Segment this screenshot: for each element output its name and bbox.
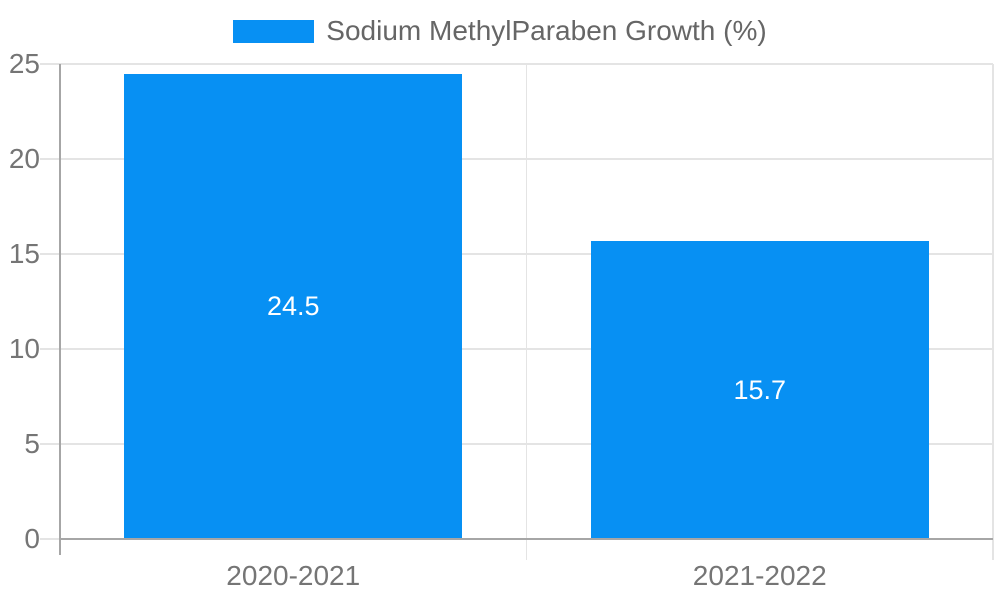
gridline-y-10: [40, 348, 993, 350]
tick-y-0: [40, 538, 60, 540]
category-separator: [525, 64, 528, 560]
gridline-y-20: [40, 158, 993, 160]
y-tick-label: 15: [8, 238, 40, 269]
y-tick-label: 0: [24, 523, 40, 554]
y-axis-line: [58, 64, 61, 555]
x-axis-line: [58, 538, 993, 540]
x-tick-label: 2020-2021: [226, 560, 361, 591]
bar-value-label: 15.7: [733, 374, 787, 405]
category-separator: [992, 64, 994, 560]
legend-swatch: [233, 19, 315, 43]
gridline-y-25: [40, 63, 993, 65]
gridline-y-5: [40, 443, 993, 445]
bar-2020-2021[interactable]: 24.5: [124, 73, 463, 539]
x-tick-label: 2021-2022: [692, 560, 827, 591]
chart-legend[interactable]: Sodium MethylParaben Growth (%): [0, 15, 1000, 47]
y-tick-label: 5: [24, 428, 40, 459]
y-tick-label: 10: [8, 333, 40, 364]
bar-2021-2022[interactable]: 15.7: [590, 240, 929, 539]
bar-value-label: 24.5: [266, 291, 320, 322]
y-tick-label: 25: [8, 48, 40, 79]
gridline-y-15: [40, 253, 993, 255]
y-tick-label: 20: [8, 143, 40, 174]
legend-label: Sodium MethylParaben Growth (%): [326, 15, 767, 46]
